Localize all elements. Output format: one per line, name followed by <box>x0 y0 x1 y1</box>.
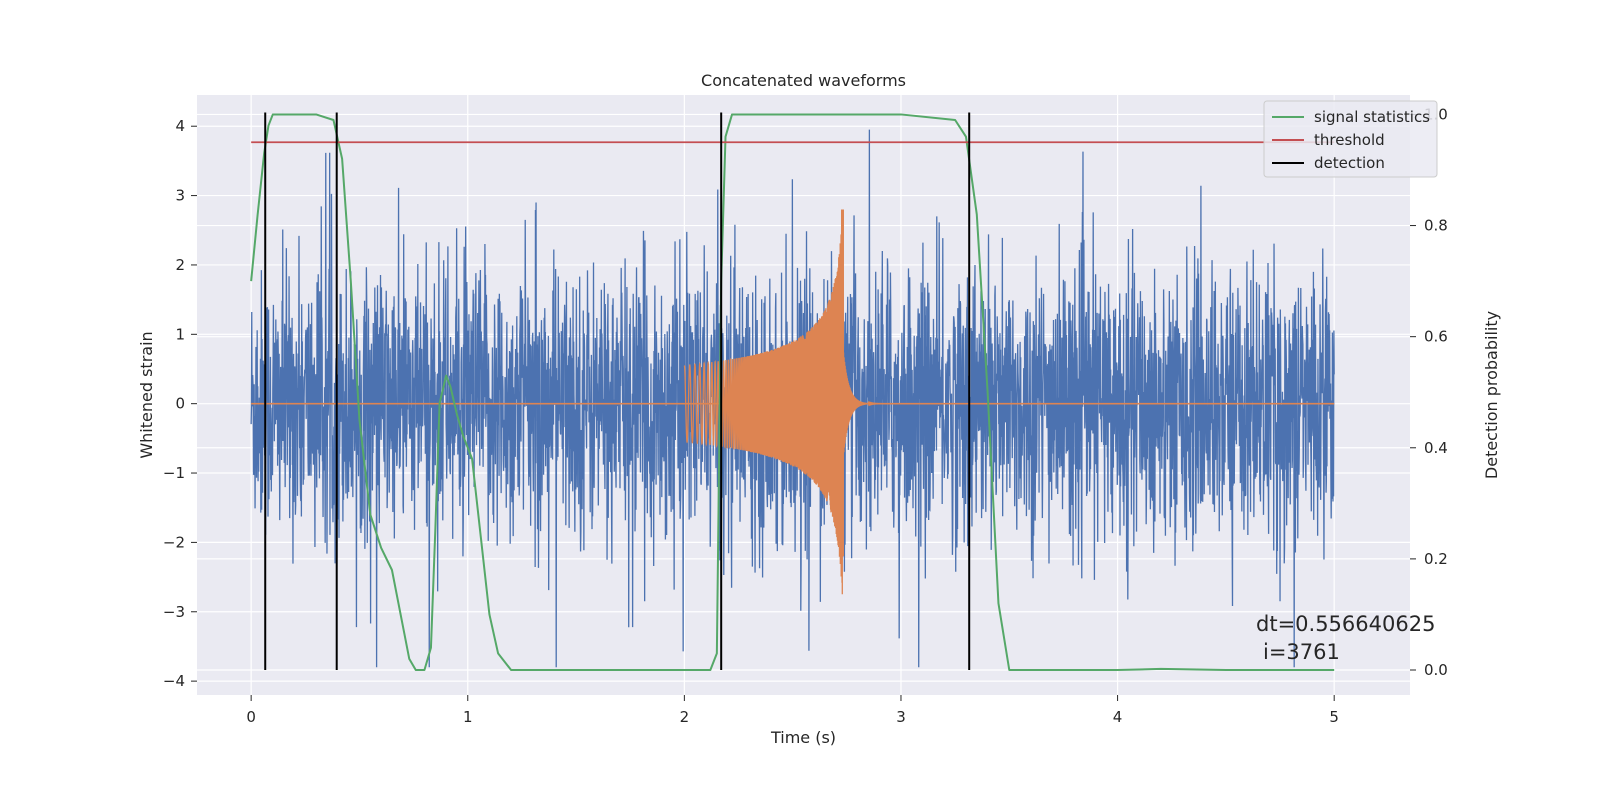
x-tick-label: 5 <box>1329 708 1339 726</box>
legend-label: signal statistics <box>1314 108 1430 126</box>
x-tick-label: 4 <box>1113 708 1123 726</box>
series-signal-statistics <box>250 113 1335 671</box>
x-tick-label: 0 <box>246 708 256 726</box>
y-tick-label: 4 <box>175 117 185 135</box>
y-tick-label: −1 <box>163 464 185 482</box>
legend-label: detection <box>1314 154 1385 172</box>
legend-label: threshold <box>1314 131 1385 149</box>
y-axis-label: Whitened strain <box>137 331 156 458</box>
y-tick-label: 2 <box>175 256 185 274</box>
chirp-line <box>683 215 897 595</box>
series-detection <box>264 112 971 670</box>
y-tick-label: 0 <box>175 395 185 413</box>
y-tick-label: −2 <box>163 533 185 551</box>
legend: signal statistics threshold detection <box>1263 100 1438 178</box>
y2-tick-label: 0.0 <box>1424 661 1448 679</box>
chart-title: Concatenated waveforms <box>701 71 906 90</box>
x-tick-label: 2 <box>680 708 690 726</box>
legend-box <box>1263 100 1438 178</box>
y-tick-label: 1 <box>175 325 185 343</box>
y2-tick-label: 0.6 <box>1424 328 1448 346</box>
signal-statistics-line <box>250 113 1335 671</box>
x-tick-label: 3 <box>896 708 906 726</box>
x-tick-label: 1 <box>463 708 473 726</box>
annotation-i: i=3761 <box>1263 640 1340 664</box>
y-tick-label: −4 <box>163 672 185 690</box>
series-chirp <box>251 209 1335 595</box>
y2-axis-label: Detection probability <box>1482 311 1501 479</box>
x-axis-label: Time (s) <box>770 728 836 747</box>
y2-tick-label: 0.4 <box>1424 439 1448 457</box>
y-tick-label: −3 <box>163 603 185 621</box>
annotation-dt: dt=0.556640625 <box>1256 612 1435 636</box>
y-tick-label: 3 <box>175 187 185 205</box>
y2-tick-label: 0.2 <box>1424 550 1448 568</box>
y2-tick-label: 0.8 <box>1424 217 1448 235</box>
